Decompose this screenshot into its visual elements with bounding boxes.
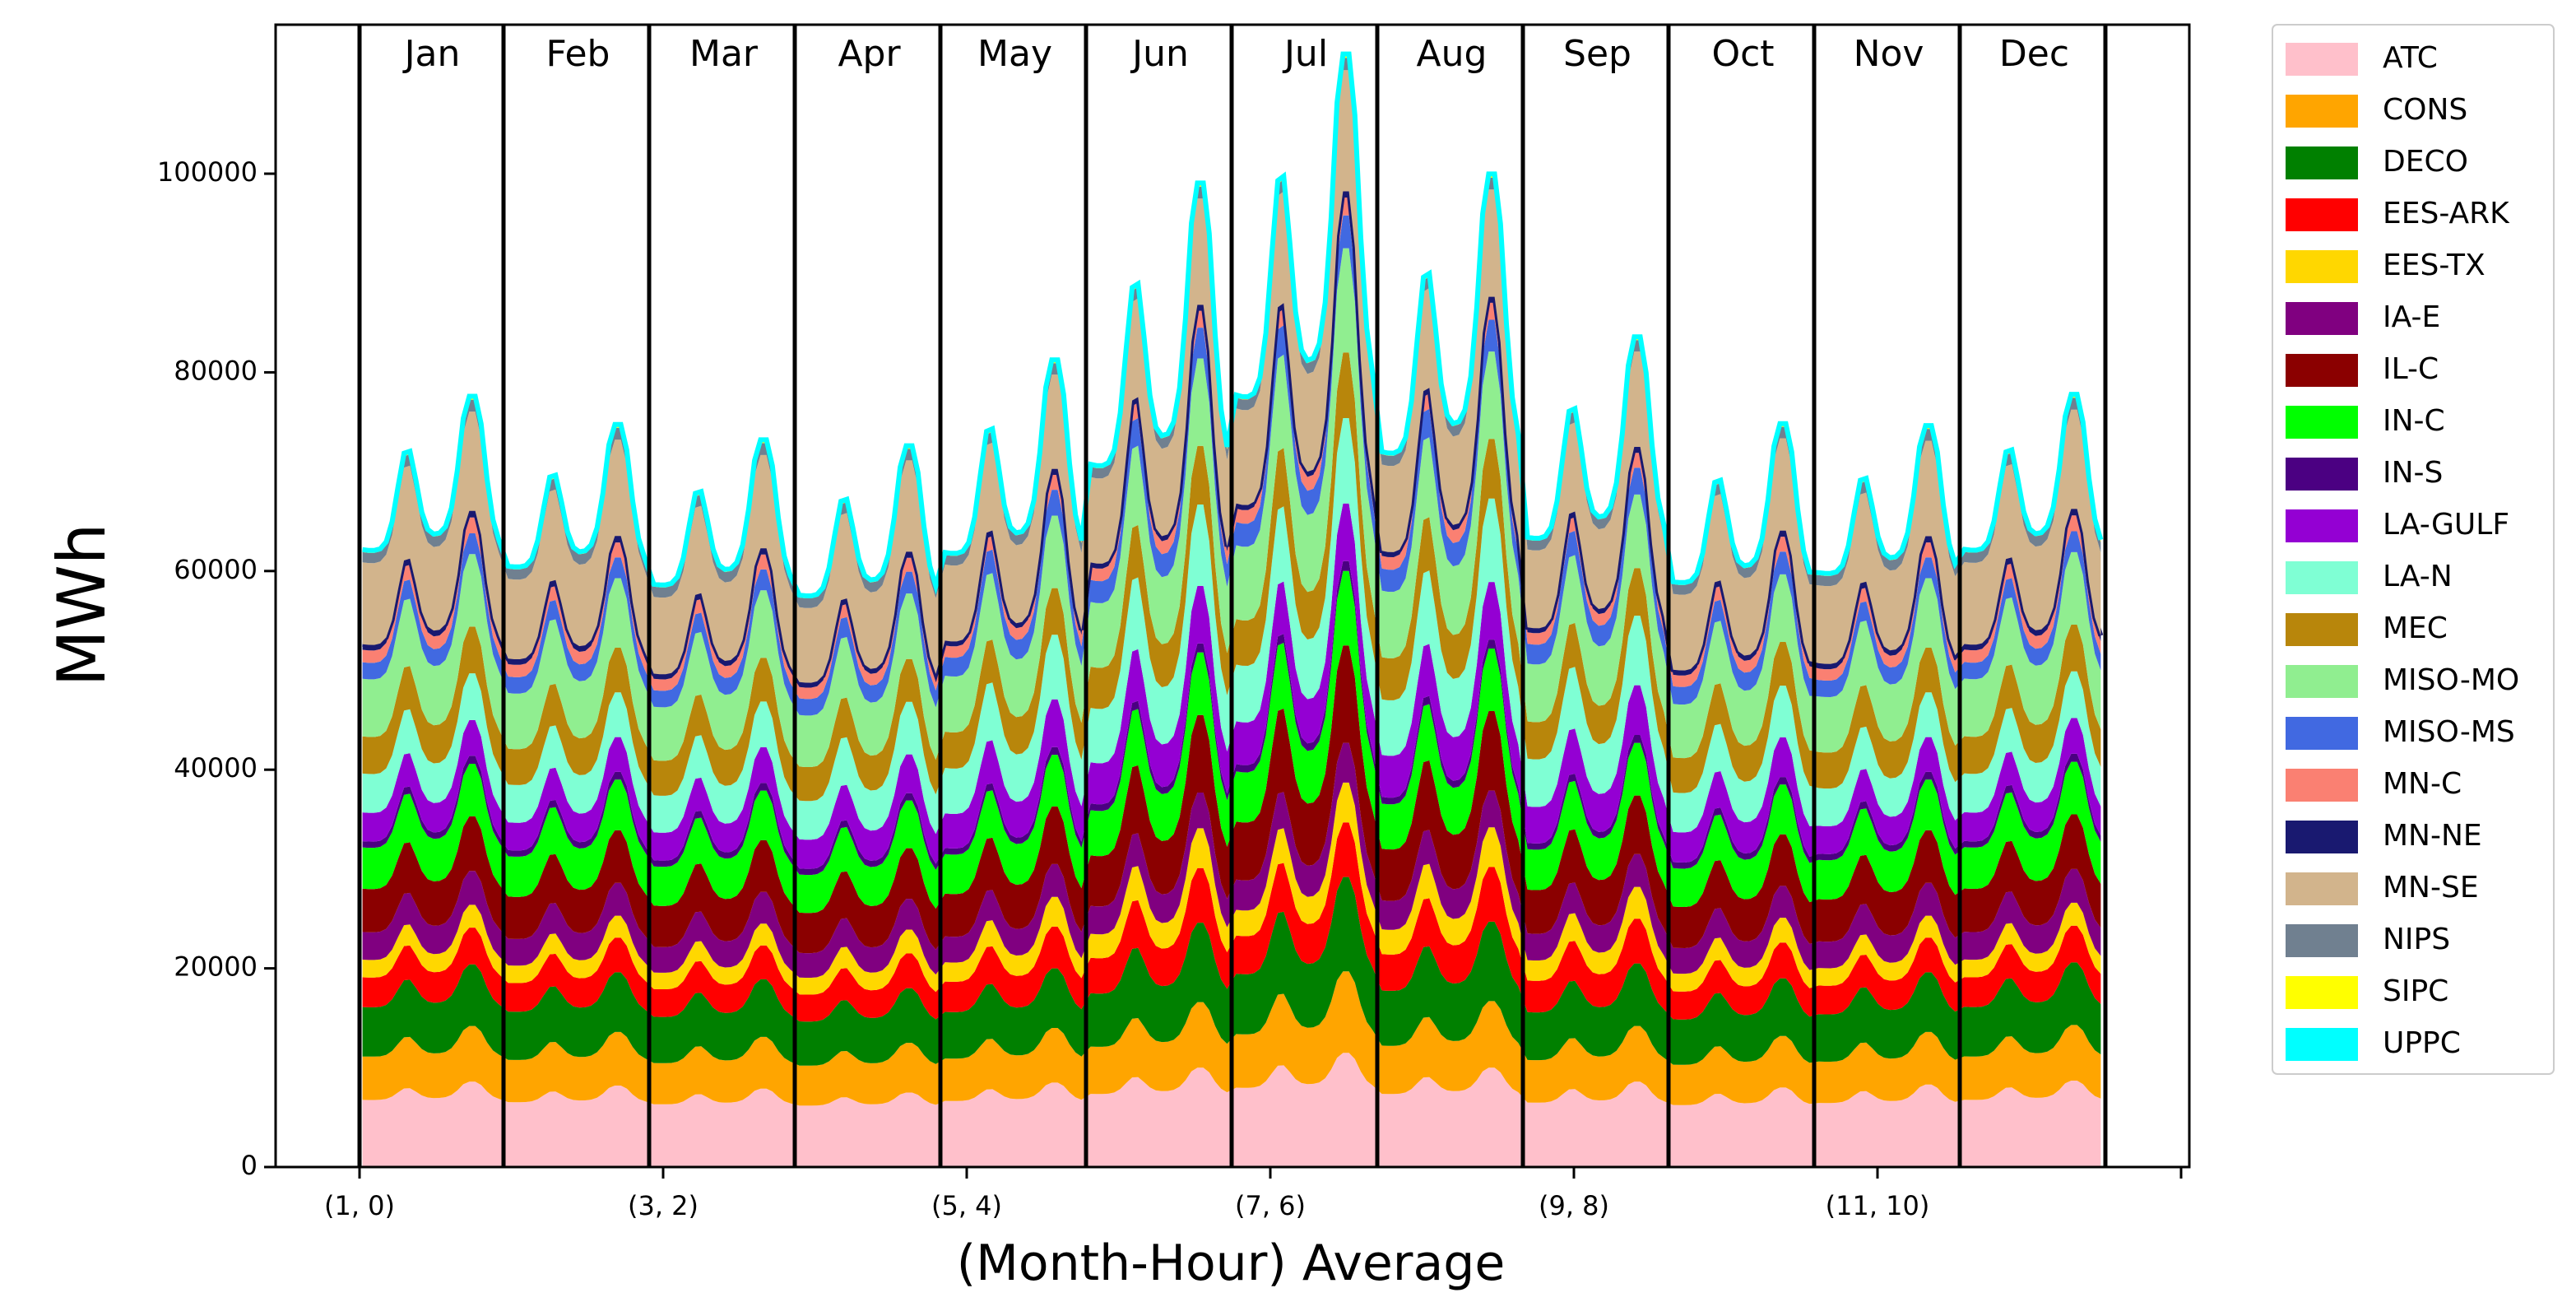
legend-label-sipc: SIPC (2383, 974, 2448, 1008)
month-label-feb: Feb (546, 33, 610, 75)
area-deco (362, 877, 2101, 1066)
plot-frame (274, 23, 2191, 1169)
legend-swatch-miso-mo (2286, 665, 2358, 698)
month-label-jun: Jun (1130, 33, 1189, 75)
y-tick-label: 100000 (157, 156, 258, 188)
legend-label-in-c: IN-C (2383, 404, 2445, 438)
area-miso-ms (362, 215, 2101, 716)
area-miso-mo (362, 248, 2101, 768)
legend-label-mec: MEC (2383, 611, 2448, 645)
x-tick-label: (1, 0) (324, 1190, 395, 1221)
month-label-jul: Jul (1282, 33, 1328, 75)
legend-label-nips: NIPS (2383, 923, 2450, 956)
month-label-sep: Sep (1563, 33, 1631, 75)
y-tick-label: 80000 (174, 355, 258, 386)
legend-label-cons: CONS (2383, 93, 2467, 127)
y-tick-label: 20000 (174, 951, 258, 983)
month-label-apr: Apr (838, 33, 901, 75)
area-in-s (362, 560, 2101, 876)
legend-swatch-ia-e (2286, 302, 2358, 335)
month-labels: Jan Feb Mar Apr May Jun Jul Aug Sep Oct Nov Dec (402, 33, 2069, 75)
month-separators (357, 25, 2108, 1167)
area-la-gulf (362, 503, 2101, 869)
legend-swatch-nips (2286, 924, 2358, 957)
month-label-may: May (977, 33, 1052, 75)
area-ees-tx (362, 782, 2101, 995)
legend: ATC CONS DECO EES-ARK EES-TX IA-E IL-C IN-C IN-S… (2272, 24, 2555, 1075)
area-nips (362, 58, 2101, 608)
legend-label-mn-ne: MN-NE (2383, 819, 2482, 853)
x-tick-label: (9, 8) (1539, 1190, 1609, 1221)
legend-swatch-miso-ms (2286, 717, 2358, 750)
x-tick-label: (7, 6) (1235, 1190, 1306, 1221)
area-la-n (362, 418, 2101, 840)
legend-swatch-atc (2286, 43, 2358, 76)
area-in-c (362, 570, 2101, 914)
legend-label-la-n: LA-N (2383, 560, 2453, 593)
legend-label-deco: DECO (2383, 145, 2468, 179)
area-il-c (362, 645, 2101, 954)
legend-label-ees-ark: EES-ARK (2383, 197, 2510, 230)
month-label-jan: Jan (402, 33, 461, 75)
area-mn-se (362, 70, 2101, 683)
month-label-aug: Aug (1417, 33, 1488, 75)
legend-label-ees-tx: EES-TX (2383, 249, 2485, 282)
area-ees-ark (362, 822, 2101, 1022)
legend-frame (2272, 24, 2555, 1075)
x-tick-label: (3, 2) (628, 1190, 699, 1221)
area-mn-c (362, 198, 2101, 700)
legend-label-atc: ATC (2383, 41, 2438, 75)
legend-label-uppc: UPPC (2383, 1026, 2461, 1060)
legend-swatch-in-s (2286, 458, 2358, 491)
y-tick-label: 0 (241, 1150, 258, 1181)
x-tick-label: (5, 4) (931, 1190, 1002, 1221)
y-tick-label: 40000 (174, 752, 258, 784)
legend-swatch-mec (2286, 613, 2358, 646)
legend-label-il-c: IL-C (2383, 352, 2439, 386)
legend-swatch-ees-tx (2286, 250, 2358, 283)
legend-swatch-la-gulf (2286, 509, 2358, 542)
legend-swatch-mn-c (2286, 769, 2358, 802)
x-axis: (1, 0) (3, 2) (5, 4) (7, 6) (9, 8) (11, 10) (324, 1167, 2183, 1221)
legend-label-mn-c: MN-C (2383, 767, 2462, 801)
legend-label-ia-e: IA-E (2383, 300, 2440, 334)
legend-swatch-mn-se (2286, 872, 2358, 905)
legend-swatch-sipc (2286, 976, 2358, 1009)
month-label-mar: Mar (689, 33, 759, 75)
y-axis: 0 20000 40000 60000 80000 100000 (157, 156, 276, 1181)
legend-label-la-gulf: LA-GULF (2383, 508, 2509, 542)
legend-swatch-deco (2286, 146, 2358, 179)
area-mec (362, 352, 2101, 802)
legend-swatch-la-n (2286, 561, 2358, 594)
area-cons (362, 971, 2101, 1106)
legend-swatch-in-c (2286, 406, 2358, 439)
x-tick-label: (11, 10) (1826, 1190, 1930, 1221)
legend-label-miso-mo: MISO-MO (2383, 663, 2519, 697)
month-label-nov: Nov (1854, 33, 1924, 75)
legend-swatch-uppc (2286, 1028, 2358, 1061)
legend-swatch-cons (2286, 95, 2358, 128)
legend-label-in-s: IN-S (2383, 456, 2443, 490)
legend-label-mn-se: MN-SE (2383, 871, 2479, 904)
legend-label-miso-ms: MISO-MS (2383, 715, 2515, 749)
month-label-oct: Oct (1711, 33, 1774, 75)
y-tick-label: 60000 (174, 554, 258, 585)
month-label-dec: Dec (1999, 33, 2069, 75)
area-ia-e (362, 742, 2101, 978)
legend-swatch-ees-ark (2286, 198, 2358, 231)
legend-swatch-il-c (2286, 354, 2358, 387)
legend-swatch-mn-ne (2286, 821, 2358, 853)
x-axis-title: (Month-Hour) Average (957, 1235, 1506, 1292)
y-axis-title: MWh (44, 523, 120, 687)
